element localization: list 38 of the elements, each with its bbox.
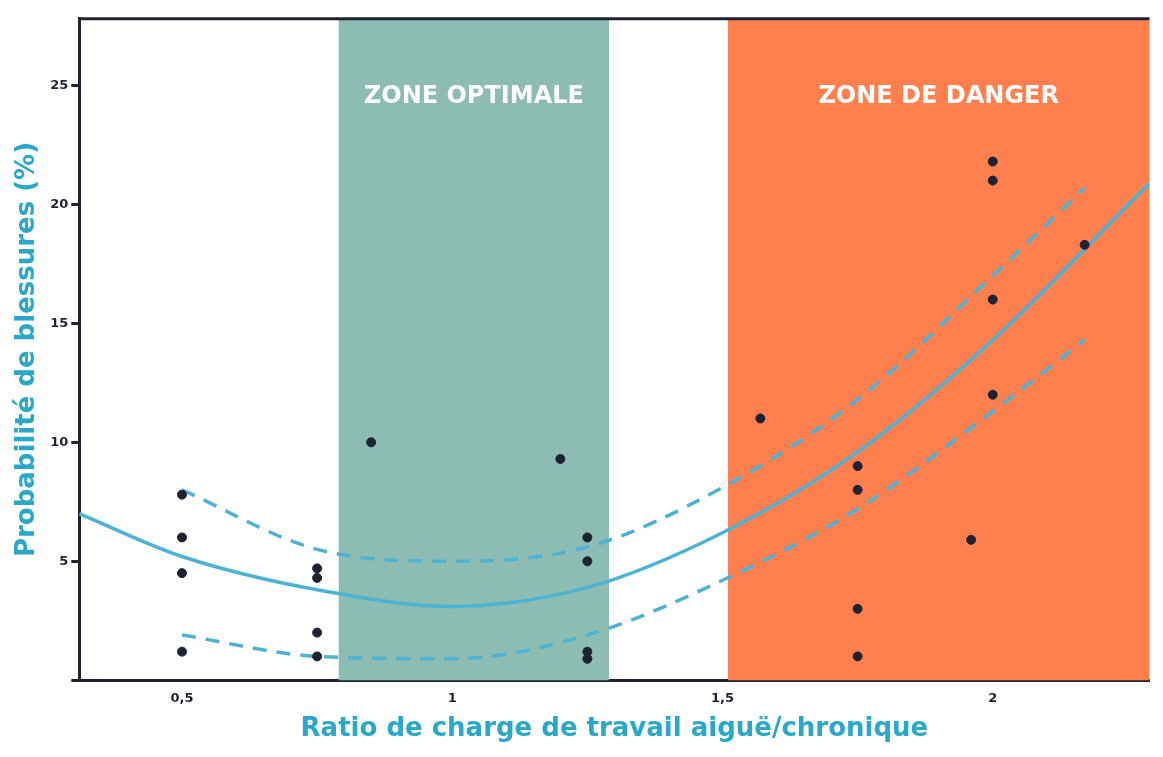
line-series: [180, 338, 1087, 661]
point: [312, 627, 323, 638]
point: [852, 651, 863, 662]
point: [987, 389, 998, 400]
point: [987, 175, 998, 186]
point: [852, 461, 863, 472]
point: [176, 489, 187, 500]
point: [582, 532, 593, 543]
x-tick-label: 2: [988, 690, 998, 706]
y-tick-label: 25: [50, 76, 69, 92]
point: [987, 294, 998, 305]
point: [582, 556, 593, 567]
x-tick-label: 1,5: [710, 690, 735, 706]
point: [312, 563, 323, 574]
point: [176, 532, 187, 543]
y-tick-label: 20: [50, 195, 69, 211]
line-series: [79, 181, 1150, 609]
band-label: ZONE OPTIMALE: [363, 81, 584, 110]
point: [555, 453, 566, 464]
x-axis-title: Ratio de charge de travail aiguë/chronique: [300, 712, 929, 743]
y-tick-label: 15: [50, 314, 69, 330]
point: [366, 437, 377, 448]
x-tick-label: 0,5: [170, 690, 194, 706]
point: [987, 156, 998, 167]
point: [852, 603, 863, 614]
band-label: ZONE DE DANGER: [818, 81, 1059, 110]
point: [1079, 239, 1090, 250]
point: [755, 413, 766, 424]
x-tick-label: 1: [447, 690, 457, 706]
point: [312, 651, 323, 662]
point: [852, 484, 863, 495]
point: [312, 572, 323, 583]
y-tick-label: 10: [50, 433, 69, 449]
y-axis-title: Probabilité de blessures (%): [10, 141, 41, 558]
point: [966, 534, 977, 545]
point: [176, 568, 187, 579]
point: [176, 646, 187, 657]
y-tick-label: 5: [59, 552, 69, 568]
